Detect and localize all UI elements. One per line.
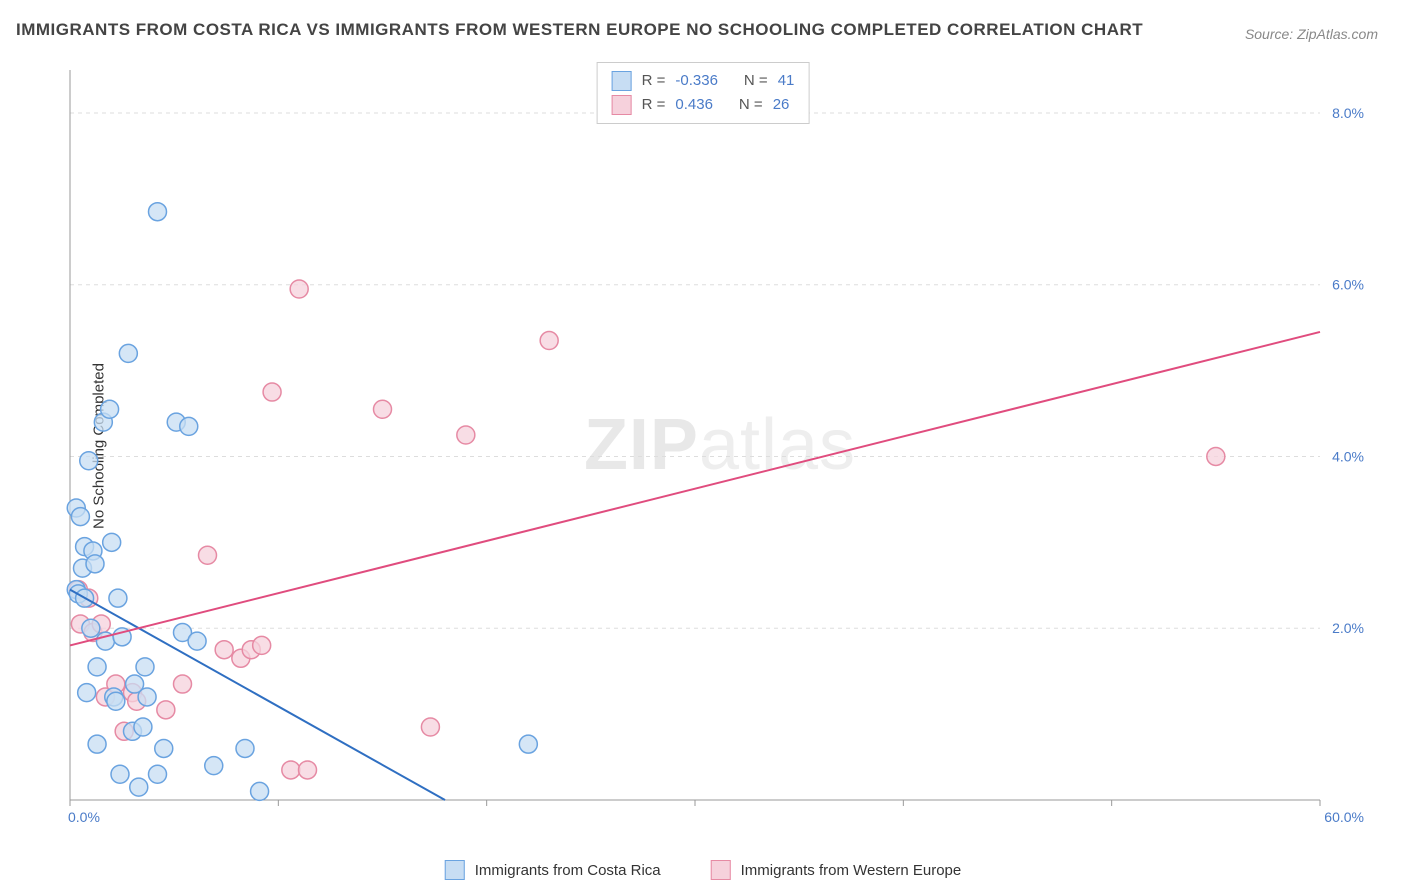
legend-row-a: R = -0.336 N = 41	[612, 69, 795, 93]
swatch-series-a	[612, 71, 632, 91]
swatch-series-a	[445, 860, 465, 880]
data-point-b	[374, 400, 392, 418]
legend-item-a: Immigrants from Costa Rica	[445, 860, 661, 880]
x-tick-label-last: 60.0%	[1324, 809, 1364, 825]
r-label: R =	[642, 93, 666, 117]
series-b-label: Immigrants from Western Europe	[741, 862, 962, 879]
data-point-a	[103, 533, 121, 551]
swatch-series-b	[612, 95, 632, 115]
data-point-a	[101, 400, 119, 418]
n-label: N =	[744, 69, 768, 93]
data-point-a	[236, 739, 254, 757]
x-tick-label-first: 0.0%	[68, 809, 100, 825]
data-point-b	[421, 718, 439, 736]
y-tick-label: 6.0%	[1332, 277, 1364, 293]
data-point-b	[199, 546, 217, 564]
regression-line-b	[70, 332, 1320, 645]
legend-series: Immigrants from Costa Rica Immigrants fr…	[445, 860, 962, 880]
data-point-b	[253, 636, 271, 654]
series-a-label: Immigrants from Costa Rica	[475, 862, 661, 879]
y-tick-label: 2.0%	[1332, 620, 1364, 636]
data-point-a	[109, 589, 127, 607]
n-value-b: 26	[773, 93, 790, 117]
data-point-a	[134, 718, 152, 736]
legend-row-b: R = 0.436 N = 26	[612, 93, 795, 117]
legend-item-b: Immigrants from Western Europe	[711, 860, 962, 880]
data-point-a	[130, 778, 148, 796]
data-point-a	[155, 739, 173, 757]
data-point-b	[263, 383, 281, 401]
data-point-a	[138, 688, 156, 706]
data-point-a	[136, 658, 154, 676]
chart-area: ZIPatlas 2.0%4.0%6.0%8.0%0.0%60.0%	[60, 60, 1380, 830]
n-value-a: 41	[778, 69, 795, 93]
chart-title: IMMIGRANTS FROM COSTA RICA VS IMMIGRANTS…	[16, 20, 1143, 40]
data-point-b	[174, 675, 192, 693]
data-point-b	[282, 761, 300, 779]
data-point-a	[149, 765, 167, 783]
data-point-a	[86, 555, 104, 573]
data-point-a	[88, 735, 106, 753]
r-value-b: 0.436	[675, 93, 713, 117]
data-point-b	[540, 332, 558, 350]
data-point-a	[519, 735, 537, 753]
data-point-b	[1207, 447, 1225, 465]
n-label: N =	[739, 93, 763, 117]
data-point-b	[457, 426, 475, 444]
data-point-a	[82, 619, 100, 637]
data-point-a	[111, 765, 129, 783]
y-tick-label: 8.0%	[1332, 105, 1364, 121]
data-point-a	[149, 203, 167, 221]
data-point-a	[205, 757, 223, 775]
data-point-a	[71, 508, 89, 526]
data-point-b	[290, 280, 308, 298]
data-point-a	[119, 344, 137, 362]
data-point-a	[78, 684, 96, 702]
r-label: R =	[642, 69, 666, 93]
scatter-plot: 2.0% 4.0% 6.0% 8.0% 0.0% 60.0%	[60, 60, 1380, 830]
data-point-a	[80, 452, 98, 470]
legend-correlation: R = -0.336 N = 41 R = 0.436 N = 26	[597, 62, 810, 124]
r-value-a: -0.336	[675, 69, 718, 93]
swatch-series-b	[711, 860, 731, 880]
data-point-a	[180, 417, 198, 435]
data-point-a	[107, 692, 125, 710]
y-tick-label: 4.0%	[1332, 448, 1364, 464]
data-point-a	[188, 632, 206, 650]
source-attribution: Source: ZipAtlas.com	[1245, 26, 1378, 42]
data-point-b	[157, 701, 175, 719]
data-point-b	[215, 641, 233, 659]
data-point-b	[299, 761, 317, 779]
data-point-a	[251, 782, 269, 800]
data-point-a	[88, 658, 106, 676]
